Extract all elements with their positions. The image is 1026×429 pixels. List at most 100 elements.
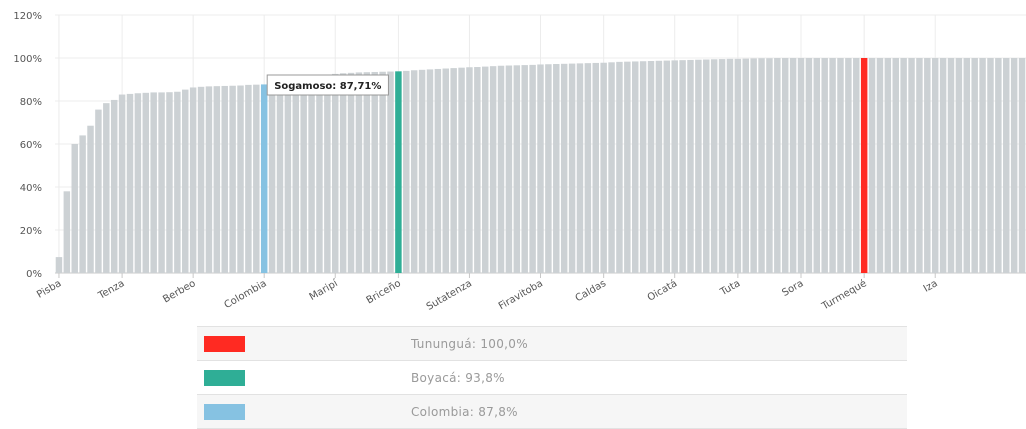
bar[interactable] <box>300 76 307 273</box>
bar[interactable] <box>466 67 473 273</box>
bar[interactable] <box>142 92 150 273</box>
bar[interactable] <box>103 103 110 274</box>
bar[interactable] <box>892 58 899 273</box>
bar[interactable] <box>679 60 686 274</box>
bar[interactable] <box>718 59 726 273</box>
bar[interactable] <box>584 63 592 273</box>
bar[interactable] <box>553 64 560 274</box>
bar[interactable] <box>695 59 702 273</box>
bar[interactable] <box>971 58 978 273</box>
bar[interactable] <box>900 58 907 273</box>
bar[interactable] <box>789 58 797 273</box>
bar[interactable] <box>829 58 836 273</box>
bar[interactable] <box>292 76 300 274</box>
bar[interactable] <box>537 64 544 273</box>
bar[interactable] <box>805 58 813 273</box>
bar[interactable] <box>600 62 607 274</box>
bar[interactable] <box>316 75 323 273</box>
bar[interactable] <box>150 92 157 274</box>
bar[interactable] <box>916 58 923 273</box>
bar[interactable] <box>213 86 221 273</box>
bar[interactable] <box>1003 58 1010 273</box>
bar[interactable] <box>355 72 363 273</box>
bar[interactable] <box>979 58 986 273</box>
bar[interactable] <box>63 191 71 273</box>
bar[interactable] <box>245 84 252 274</box>
bar[interactable] <box>332 73 339 273</box>
bar[interactable] <box>458 67 465 274</box>
bar[interactable] <box>703 59 710 274</box>
bar[interactable] <box>647 61 655 274</box>
bar[interactable] <box>79 135 86 273</box>
bar[interactable] <box>545 64 552 274</box>
bar[interactable] <box>758 58 765 273</box>
bar[interactable] <box>505 65 513 273</box>
bar[interactable] <box>632 61 639 273</box>
bar[interactable] <box>182 89 189 273</box>
bar[interactable] <box>268 83 276 273</box>
bar[interactable] <box>710 59 718 273</box>
bar[interactable] <box>166 92 173 273</box>
bar[interactable] <box>87 125 94 273</box>
bar[interactable] <box>197 86 205 273</box>
bar[interactable] <box>158 92 165 274</box>
bar[interactable] <box>687 59 694 273</box>
bar[interactable] <box>521 65 528 273</box>
bar[interactable] <box>174 91 181 273</box>
bar[interactable] <box>908 58 915 273</box>
bar[interactable] <box>221 85 228 273</box>
bar[interactable] <box>497 65 505 274</box>
bar[interactable] <box>118 94 126 273</box>
bar[interactable] <box>726 58 734 273</box>
bar[interactable] <box>781 58 789 273</box>
bar[interactable] <box>229 85 236 274</box>
bar[interactable] <box>410 70 418 273</box>
bar[interactable] <box>616 61 623 274</box>
bar[interactable] <box>276 80 284 273</box>
bar[interactable] <box>474 67 481 273</box>
bar[interactable] <box>884 58 892 273</box>
bar[interactable] <box>418 69 426 273</box>
bar[interactable] <box>868 58 876 273</box>
bar[interactable] <box>339 73 347 273</box>
bar[interactable] <box>624 61 631 273</box>
bar[interactable] <box>134 93 142 273</box>
bar[interactable] <box>576 63 584 274</box>
bar[interactable] <box>797 58 805 273</box>
bar[interactable] <box>371 71 378 273</box>
bar[interactable] <box>947 58 955 273</box>
bar[interactable] <box>379 71 386 273</box>
bar[interactable] <box>434 68 442 274</box>
bar[interactable] <box>205 86 213 273</box>
bar[interactable] <box>237 85 244 274</box>
bar[interactable] <box>126 93 134 273</box>
bar[interactable] <box>742 58 749 274</box>
bar[interactable] <box>253 84 260 273</box>
bar[interactable] <box>482 66 489 273</box>
bar[interactable] <box>395 71 402 273</box>
bar[interactable] <box>426 69 434 273</box>
bar[interactable] <box>513 65 521 273</box>
bar[interactable] <box>876 58 884 273</box>
bar[interactable] <box>655 60 663 273</box>
bar[interactable] <box>568 63 576 274</box>
bar[interactable] <box>608 62 615 273</box>
bar[interactable] <box>837 58 844 273</box>
bar[interactable] <box>671 60 678 273</box>
bar[interactable] <box>189 87 197 274</box>
bar[interactable] <box>750 58 757 274</box>
bar[interactable] <box>387 71 394 273</box>
bar[interactable] <box>110 99 118 274</box>
bar[interactable] <box>442 68 449 273</box>
bar[interactable] <box>774 58 781 273</box>
bar[interactable] <box>403 70 410 274</box>
bar[interactable] <box>529 64 536 273</box>
bar[interactable] <box>1018 58 1026 273</box>
bar[interactable] <box>766 58 773 273</box>
bar[interactable] <box>560 63 568 274</box>
bar[interactable] <box>489 66 497 273</box>
bar[interactable] <box>734 58 742 273</box>
bar[interactable] <box>663 60 671 273</box>
bar[interactable] <box>853 58 860 273</box>
bar[interactable] <box>1010 58 1018 273</box>
